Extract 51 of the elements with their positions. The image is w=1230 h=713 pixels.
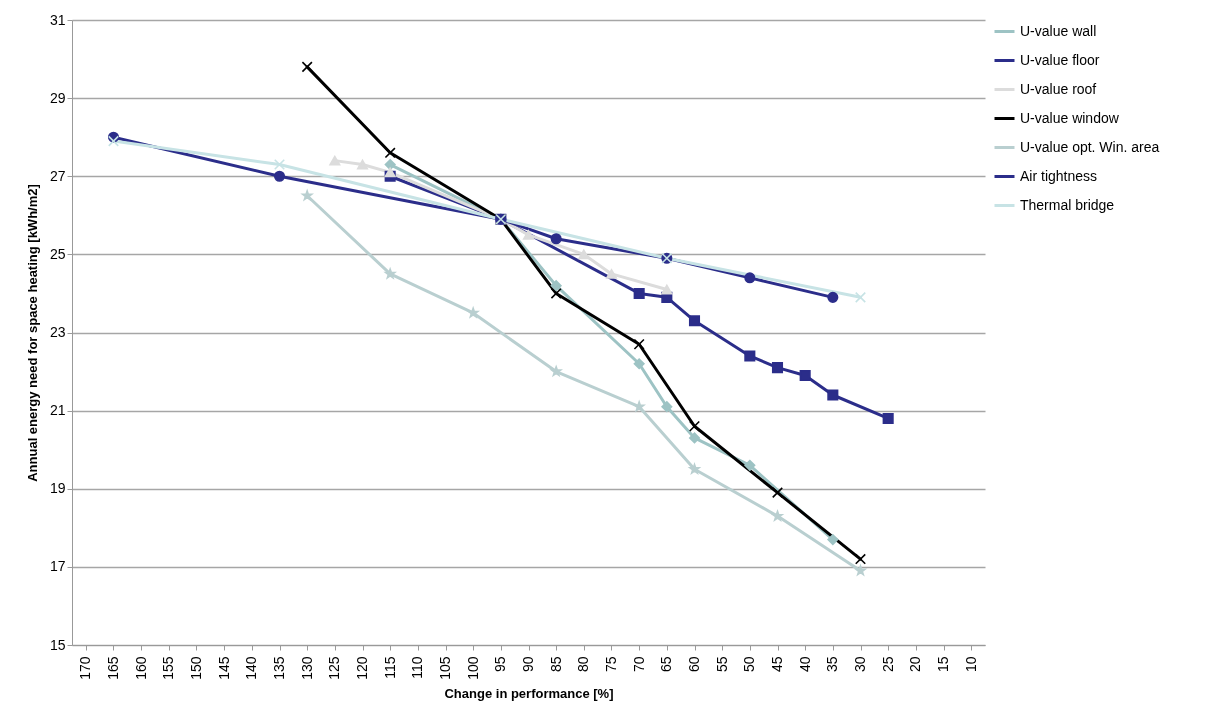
y-tick-label: 29 — [49, 89, 66, 106]
legend-label: U-value roof — [1020, 80, 1097, 97]
legend-label: Thermal bridge — [1020, 196, 1115, 213]
legend-label: Air tightness — [1020, 167, 1098, 184]
x-tick-label: 145 — [215, 656, 232, 680]
y-tick-label: 21 — [49, 402, 66, 419]
y-tick-label: 31 — [49, 11, 66, 28]
x-tick-label: 135 — [271, 656, 287, 680]
y-tick-label: 17 — [49, 558, 66, 575]
legend-label: U-value window — [1020, 109, 1120, 126]
x-axis-title: Change in performance [%] — [444, 685, 614, 701]
x-tick-label: 20 — [907, 656, 924, 673]
x-tick-label: 100 — [464, 656, 481, 680]
x-tick-label: 85 — [547, 656, 564, 673]
y-tick-label: 15 — [49, 636, 66, 653]
x-tick-label: 50 — [741, 656, 758, 673]
legend-label: U-value wall — [1020, 22, 1097, 39]
x-tick-label: 10 — [962, 656, 979, 673]
x-tick-label: 30 — [852, 656, 868, 673]
x-tick-label: 105 — [437, 656, 453, 680]
x-tick-label: 45 — [769, 656, 785, 673]
x-tick-label: 125 — [326, 656, 343, 680]
y-axis-title: Annual energy need for space heating [kWh/m2] — [24, 184, 40, 482]
x-tick-label: 75 — [603, 656, 619, 673]
x-tick-label: 160 — [132, 656, 149, 680]
x-tick-label: 95 — [492, 656, 509, 673]
x-tick-label: 165 — [105, 656, 121, 680]
x-tick-label: 35 — [824, 656, 841, 673]
legend-label: U-value floor — [1020, 51, 1100, 68]
x-tick-label: 120 — [354, 656, 370, 680]
y-tick-label: 19 — [49, 480, 66, 497]
x-tick-label: 40 — [796, 656, 813, 673]
legend-label: U-value opt. Win. area — [1020, 138, 1160, 155]
x-tick-label: 65 — [658, 656, 675, 673]
x-tick-label: 150 — [188, 656, 204, 680]
x-tick-label: 130 — [298, 656, 315, 680]
x-tick-label: 140 — [243, 656, 260, 680]
x-tick-label: 115 — [381, 656, 398, 679]
x-tick-label: 55 — [713, 656, 730, 673]
x-tick-label: 110 — [409, 656, 426, 679]
x-tick-label: 170 — [77, 656, 94, 680]
x-tick-label: 90 — [520, 656, 536, 673]
x-tick-label: 70 — [630, 656, 647, 673]
x-tick-label: 155 — [160, 656, 177, 680]
y-tick-label: 23 — [49, 324, 66, 340]
x-tick-label: 60 — [686, 656, 702, 673]
x-tick-label: 25 — [879, 656, 896, 673]
x-tick-label: 80 — [575, 656, 592, 673]
x-tick-label: 15 — [935, 656, 951, 673]
y-tick-label: 27 — [49, 167, 66, 184]
y-tick-label: 25 — [49, 245, 66, 262]
